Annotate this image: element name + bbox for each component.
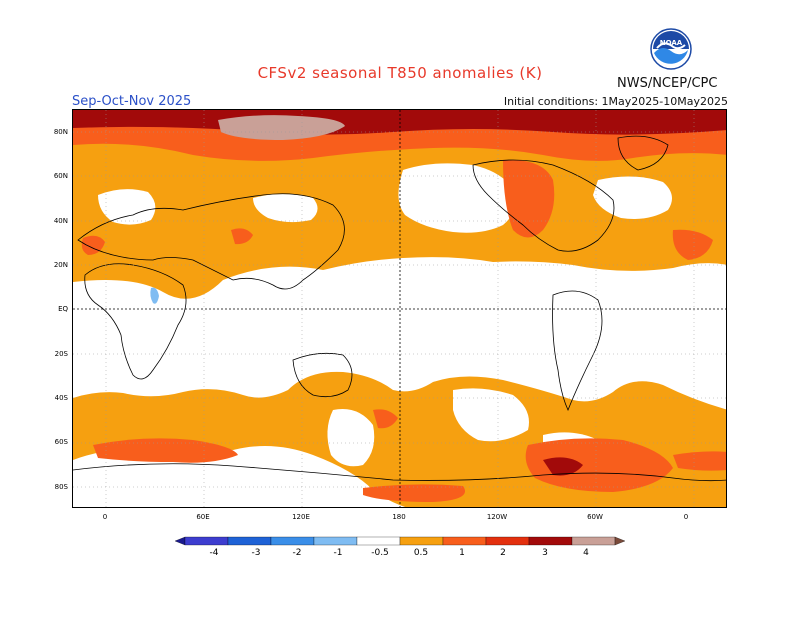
lon-label-0-east: 0: [683, 513, 689, 521]
initial-conditions-label: Initial conditions: 1May2025-10May2025: [503, 95, 728, 108]
colorbar-segment: [571, 536, 616, 546]
cool-regions: [150, 287, 159, 304]
colorbar-label-4: 4: [583, 548, 589, 558]
warm-3-4-regions: [218, 115, 345, 140]
colorbar-label-0-5: 0.5: [413, 548, 429, 558]
colorbar-label-minus3: -3: [251, 548, 261, 558]
lat-label-60n: 60N: [53, 172, 68, 180]
lat-label-20n: 20N: [53, 261, 68, 269]
lat-label-80n: 80N: [53, 128, 68, 136]
colorbar-segment: [313, 536, 358, 546]
graticule: [73, 110, 726, 507]
colorbar-arrow-high: [614, 536, 625, 546]
lat-label-eq: EQ: [58, 305, 68, 313]
colorbar-label-2: 2: [500, 548, 506, 558]
lon-label-60e: 60E: [196, 513, 210, 521]
anomaly-field: [73, 110, 726, 507]
lat-label-40n: 40N: [53, 217, 68, 225]
lon-label-120w: 120W: [486, 513, 508, 521]
lat-label-40s: 40S: [54, 394, 68, 402]
plot-title: CFSv2 seasonal T850 anomalies (K): [257, 64, 543, 82]
colorbar-arrow-low: [175, 536, 186, 546]
colorbar-label-1: 1: [459, 548, 465, 558]
colorbar-segment: [528, 536, 573, 546]
coastlines: [73, 135, 726, 482]
colorbar-segment: [227, 536, 272, 546]
colorbar-label-3: 3: [542, 548, 548, 558]
colorbar-segment: [270, 536, 315, 546]
logo-text: NOAA: [660, 39, 683, 47]
colorbar: [175, 536, 625, 546]
colorbar-label-minus1: -1: [333, 548, 343, 558]
anomaly-map: [72, 109, 727, 508]
agency-label: NWS/NCEP/CPC: [617, 76, 718, 91]
colorbar-label-minus0-5: -0.5: [371, 548, 389, 558]
lat-label-20s: 20S: [54, 350, 68, 358]
lat-label-80s: 80S: [54, 483, 68, 491]
colorbar-label-minus2: -2: [292, 548, 302, 558]
colorbar-segment: [442, 536, 487, 546]
lat-label-60s: 60S: [54, 438, 68, 446]
colorbar-segment: [399, 536, 444, 546]
colorbar-segment: [184, 536, 229, 546]
colorbar-label-minus4: -4: [209, 548, 219, 558]
lon-label-60w: 60W: [587, 513, 603, 521]
lon-label-180: 180: [392, 513, 406, 521]
colorbar-segment: [356, 536, 401, 546]
lon-label-0-west: 0: [102, 513, 108, 521]
noaa-logo-icon: NOAA: [650, 28, 692, 70]
season-label: Sep-Oct-Nov 2025: [72, 94, 192, 109]
colorbar-segment: [485, 536, 530, 546]
lon-label-120e: 120E: [292, 513, 310, 521]
